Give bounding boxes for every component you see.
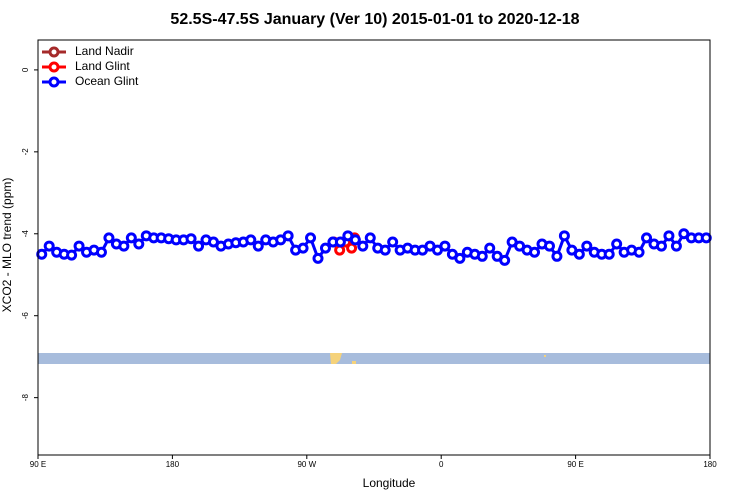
x-axis-label: Longitude bbox=[363, 476, 416, 490]
point bbox=[357, 240, 369, 252]
point bbox=[499, 254, 511, 266]
point bbox=[529, 246, 541, 258]
point bbox=[603, 248, 615, 260]
land-patch bbox=[330, 353, 342, 364]
plot-marks bbox=[36, 228, 712, 266]
y-tick-label: -2 bbox=[21, 148, 30, 156]
point bbox=[581, 240, 593, 252]
point bbox=[484, 242, 496, 254]
point bbox=[297, 242, 309, 254]
point bbox=[558, 230, 570, 242]
x-tick-label: 90 E bbox=[30, 460, 46, 469]
x-tick-label: 90 W bbox=[297, 460, 316, 469]
point bbox=[312, 252, 324, 264]
legend-marker bbox=[48, 76, 60, 88]
point bbox=[641, 232, 653, 244]
point bbox=[334, 236, 346, 248]
chart-title: 52.5S-47.5S January (Ver 10) 2015-01-01 … bbox=[170, 11, 579, 28]
point bbox=[663, 230, 675, 242]
plot-frame bbox=[37, 39, 711, 456]
legend-label: Ocean Glint bbox=[75, 74, 139, 88]
x-tick-label: 90 E bbox=[567, 460, 583, 469]
point bbox=[387, 236, 399, 248]
point bbox=[551, 250, 563, 262]
point bbox=[193, 240, 205, 252]
point bbox=[305, 232, 317, 244]
x-tick-label: 180 bbox=[166, 460, 180, 469]
point bbox=[252, 240, 264, 252]
point bbox=[349, 234, 361, 246]
point bbox=[573, 248, 585, 260]
point bbox=[379, 244, 391, 256]
point bbox=[43, 240, 55, 252]
land-patch bbox=[352, 361, 356, 364]
y-tick-label: -8 bbox=[21, 394, 30, 402]
point bbox=[439, 240, 451, 252]
point bbox=[476, 250, 488, 262]
point bbox=[346, 242, 358, 254]
point bbox=[364, 232, 376, 244]
point bbox=[655, 240, 667, 252]
point bbox=[73, 240, 85, 252]
legend-marker bbox=[48, 61, 60, 73]
point bbox=[633, 246, 645, 258]
y-tick-label: -6 bbox=[21, 312, 30, 320]
point bbox=[454, 252, 466, 264]
y-tick-label: -4 bbox=[21, 230, 30, 238]
point bbox=[103, 232, 115, 244]
x-tick-label: 0 bbox=[439, 460, 444, 469]
point bbox=[543, 240, 555, 252]
point bbox=[670, 240, 682, 252]
point bbox=[66, 249, 78, 261]
point bbox=[185, 233, 197, 245]
point bbox=[245, 234, 257, 246]
land-patch bbox=[544, 355, 546, 357]
point bbox=[118, 240, 130, 252]
point bbox=[133, 238, 145, 250]
y-axis-label: XCO2 - MLO trend (ppm) bbox=[0, 178, 14, 313]
land-ocean-strip bbox=[38, 353, 710, 364]
y-tick-label: 0 bbox=[21, 67, 30, 72]
legend-label: Land Nadir bbox=[75, 44, 134, 58]
legend-label: Land Glint bbox=[75, 59, 130, 73]
x-tick-label: 180 bbox=[703, 460, 717, 469]
point bbox=[282, 230, 294, 242]
point bbox=[36, 248, 48, 260]
point bbox=[700, 232, 712, 244]
point bbox=[319, 242, 331, 254]
point bbox=[611, 238, 623, 250]
legend-marker bbox=[48, 46, 60, 58]
point bbox=[125, 232, 137, 244]
point bbox=[95, 246, 107, 258]
